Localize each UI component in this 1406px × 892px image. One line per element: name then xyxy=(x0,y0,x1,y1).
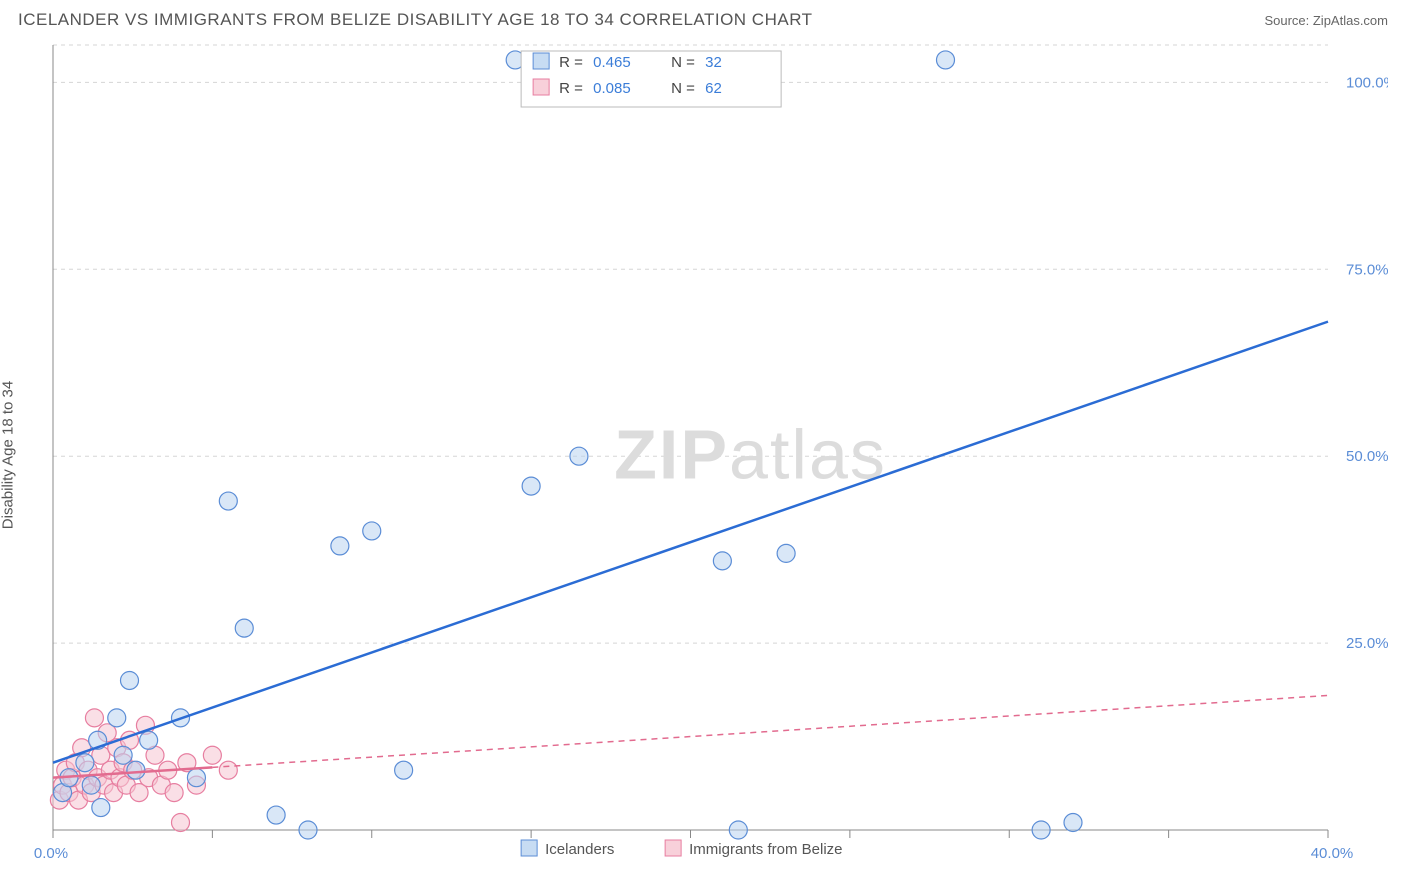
data-point xyxy=(713,552,731,570)
legend-r-value: 0.085 xyxy=(593,80,631,97)
x-tick-label: 40.0% xyxy=(1311,845,1354,862)
legend-swatch xyxy=(665,840,681,856)
data-point xyxy=(165,784,183,802)
legend-n-value: 62 xyxy=(705,80,722,97)
legend-n-label: N = xyxy=(671,54,695,71)
data-point xyxy=(127,761,145,779)
data-point xyxy=(92,799,110,817)
data-point xyxy=(235,619,253,637)
legend-n-label: N = xyxy=(671,80,695,97)
y-tick-label: 75.0% xyxy=(1346,261,1388,278)
data-point xyxy=(121,671,139,689)
data-point xyxy=(267,806,285,824)
legend-swatch xyxy=(533,79,549,95)
y-tick-label: 50.0% xyxy=(1346,448,1388,465)
data-point xyxy=(331,537,349,555)
legend-r-label: R = xyxy=(559,80,583,97)
y-tick-label: 25.0% xyxy=(1346,635,1388,652)
data-point xyxy=(777,544,795,562)
data-point xyxy=(140,731,158,749)
data-point xyxy=(219,761,237,779)
data-point xyxy=(937,51,955,69)
data-point xyxy=(172,814,190,832)
chart-container: Disability Age 18 to 34 25.0%50.0%75.0%1… xyxy=(18,40,1388,870)
data-point xyxy=(395,761,413,779)
legend-series-label: Icelanders xyxy=(545,841,614,858)
data-point xyxy=(570,447,588,465)
data-point xyxy=(108,709,126,727)
watermark: ZIPatlas xyxy=(614,416,887,494)
data-point xyxy=(85,709,103,727)
legend-series-label: Immigrants from Belize xyxy=(689,841,842,858)
source-attribution: Source: ZipAtlas.com xyxy=(1264,13,1388,28)
data-point xyxy=(299,821,317,839)
data-point xyxy=(219,492,237,510)
legend-r-value: 0.465 xyxy=(593,54,631,71)
data-point xyxy=(729,821,747,839)
data-point xyxy=(522,477,540,495)
legend-n-value: 32 xyxy=(705,54,722,71)
source-name: ZipAtlas.com xyxy=(1313,13,1388,28)
data-point xyxy=(203,746,221,764)
scatter-chart: 25.0% 50.0% 75.0% 100.0% 0.0% 40.0% ZIPatlas R … xyxy=(18,40,1388,870)
data-point xyxy=(82,776,100,794)
legend-swatch xyxy=(521,840,537,856)
data-point xyxy=(363,522,381,540)
data-point xyxy=(1032,821,1050,839)
data-point xyxy=(114,746,132,764)
data-point xyxy=(1064,814,1082,832)
source-prefix: Source: xyxy=(1264,13,1312,28)
trend-line xyxy=(212,695,1328,767)
chart-title: ICELANDER VS IMMIGRANTS FROM BELIZE DISA… xyxy=(18,10,813,30)
y-tick-label: 100.0% xyxy=(1346,74,1388,91)
legend-swatch xyxy=(533,53,549,69)
data-point xyxy=(76,754,94,772)
data-point xyxy=(187,769,205,787)
y-axis-label: Disability Age 18 to 34 xyxy=(0,381,17,529)
x-tick-label: 0.0% xyxy=(34,845,68,862)
legend-r-label: R = xyxy=(559,54,583,71)
trend-line xyxy=(53,322,1328,763)
